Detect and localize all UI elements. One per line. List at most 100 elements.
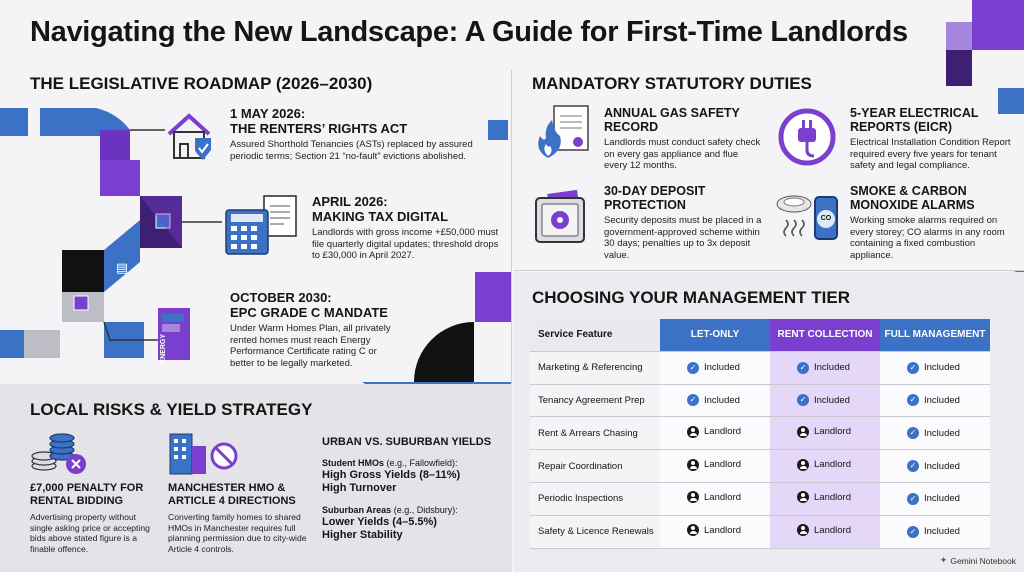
tier-cell-content: Landlord — [797, 491, 851, 504]
tier-cell-label: Included — [924, 427, 960, 439]
tier-cell-content: ✓ Included — [907, 460, 960, 473]
tier-cell-label: Included — [704, 362, 740, 374]
risk-title: MANCHESTER HMO & ARTICLE 4 DIRECTIONS — [168, 482, 296, 507]
house-shield-icon — [167, 113, 211, 160]
risk-hmo: MANCHESTER HMO & ARTICLE 4 DIRECTIONS Co… — [168, 482, 308, 554]
tier-cell-content: ✓ Included — [797, 361, 850, 374]
co-alarm-icon: CO — [814, 196, 838, 240]
check-circle-icon: ✓ — [797, 361, 809, 374]
tier-cell-label: Included — [704, 394, 740, 406]
tier-cell: ✓ Included — [880, 482, 990, 516]
check-circle-icon: ✓ — [907, 427, 919, 440]
check-circle-icon: ✓ — [797, 394, 809, 407]
calculator-document-icon — [225, 195, 297, 255]
service-feature-cell: Periodic Inspections — [530, 482, 660, 516]
duty-description: Landlords must conduct safety check on e… — [604, 137, 761, 171]
event-title: MAKING TAX DIGITAL — [312, 209, 449, 224]
person-icon — [797, 425, 809, 438]
tax-form-icon: ▤ — [115, 261, 129, 276]
tier-cell-label: Landlord — [814, 459, 851, 471]
event-description: Landlords with gross income +£50,000 mus… — [312, 227, 499, 261]
risks-heading: LOCAL RISKS & YIELD STRATEGY — [30, 400, 313, 419]
table-row: Tenancy Agreement Prep ✓ Included ✓ Included… — [530, 384, 990, 418]
suburban-yield: Lower Yields (4–5.5%) — [322, 516, 437, 528]
check-circle-icon: ✓ — [907, 525, 919, 538]
duties-heading: MANDATORY STATUTORY DUTIES — [532, 74, 812, 93]
tier-cell-label: Landlord — [704, 459, 741, 471]
person-icon — [797, 458, 809, 471]
management-tier-table: Service Feature LET-ONLY RENT COLLECTION… — [530, 319, 990, 549]
tier-cell-label: Included — [924, 362, 960, 374]
column-header-rent-collection: RENT COLLECTION — [770, 319, 880, 352]
duty-description: Electrical Installation Condition Report… — [850, 137, 1011, 171]
tier-cell: ✓ Included — [880, 417, 990, 451]
event-description: Under Warm Homes Plan, all privately ren… — [230, 323, 391, 369]
tier-cell-label: Included — [924, 460, 960, 472]
duty-title: ANNUAL GAS SAFETY RECORD — [604, 106, 740, 134]
check-circle-icon: ✓ — [687, 361, 699, 374]
row-divider — [514, 270, 1024, 271]
event-description: Assured Shorthold Tenancies (ASTs) repla… — [230, 139, 473, 162]
plug-icon — [778, 108, 836, 166]
tiers-heading: CHOOSING YOUR MANAGEMENT TIER — [532, 288, 850, 307]
co-label: CO — [817, 210, 835, 228]
duty-electrical: 5-YEAR ELECTRICAL REPORTS (EICR) Electri… — [850, 106, 1022, 172]
duty-description: Working smoke alarms required on every s… — [850, 215, 1005, 261]
check-circle-icon: ✓ — [687, 394, 699, 407]
tier-cell-content: Landlord — [687, 458, 741, 471]
check-circle-icon: ✓ — [907, 361, 919, 374]
roadmap-event-renters-rights: 1 MAY 2026: THE RENTERS’ RIGHTS ACT Assu… — [230, 106, 480, 162]
person-icon — [797, 491, 809, 504]
tier-cell-label: Included — [924, 526, 960, 538]
column-header-let-only: LET-ONLY — [660, 319, 770, 352]
check-circle-icon: ✓ — [907, 492, 919, 505]
duty-title: SMOKE & CARBON MONOXIDE ALARMS — [850, 184, 975, 212]
tier-cell-content: Landlord — [687, 425, 741, 438]
tier-cell-label: Included — [924, 394, 960, 406]
tier-cell: Landlord — [660, 417, 770, 451]
tier-cell: ✓ Included — [770, 351, 880, 385]
smoke-alarm-icon — [776, 195, 812, 237]
tier-cell-content: Landlord — [687, 524, 741, 537]
table-row: Marketing & Referencing ✓ Included ✓ Include… — [530, 351, 990, 385]
risk-description: Advertising property without single aski… — [30, 512, 150, 554]
risk-description: Converting family homes to shared HMOs i… — [168, 512, 307, 554]
tier-cell-label: Landlord — [704, 491, 741, 503]
duty-deposit: 30-DAY DEPOSIT PROTECTION Security depos… — [604, 184, 764, 261]
roadmap-event-tax-digital: APRIL 2026: MAKING TAX DIGITAL Landlords… — [312, 194, 502, 262]
tier-cell: Landlord — [770, 482, 880, 516]
watermark: ✦ Gemini Notebook — [940, 555, 1016, 566]
duty-alarms: SMOKE & CARBON MONOXIDE ALARMS Working s… — [850, 184, 1010, 261]
tier-cell: Landlord — [770, 450, 880, 483]
suburban-label: Suburban Areas — [322, 505, 392, 515]
tier-cell-content: Landlord — [797, 425, 851, 438]
event-date: APRIL 2026: — [312, 194, 388, 209]
service-feature-cell: Rent & Arrears Chasing — [530, 417, 660, 451]
watermark-text: Gemini Notebook — [950, 555, 1016, 566]
person-icon — [687, 524, 699, 537]
tier-cell: ✓ Included — [770, 384, 880, 418]
risk-penalty: £7,000 PENALTY FOR RENTAL BIDDING Advert… — [30, 482, 158, 554]
tier-cell-label: Landlord — [704, 426, 741, 438]
tier-cell-content: ✓ Included — [907, 492, 960, 505]
tier-cell: ✓ Included — [880, 515, 990, 549]
check-circle-icon: ✓ — [907, 460, 919, 473]
tier-cell: Landlord — [660, 515, 770, 549]
risk-title: £7,000 PENALTY FOR RENTAL BIDDING — [30, 482, 144, 507]
table-row: Safety & Licence Renewals Landlord Landlor… — [530, 515, 990, 549]
student-example: (e.g., Fallowfield): — [386, 458, 458, 468]
suburban-example: (e.g., Didsbury): — [393, 505, 458, 515]
duty-title: 30-DAY DEPOSIT PROTECTION — [604, 184, 706, 212]
roadmap-heading: THE LEGISLATIVE ROADMAP (2026–2030) — [30, 74, 373, 93]
risks-panel — [0, 384, 512, 572]
table-row: Rent & Arrears Chasing Landlord Landlord ✓ I… — [530, 417, 990, 451]
tier-cell: Landlord — [770, 417, 880, 451]
tier-cell-label: Included — [814, 362, 850, 374]
roadmap-event-epc: OCTOBER 2030: EPC GRADE C MANDATE Under … — [230, 290, 400, 369]
tier-cell: Landlord — [770, 515, 880, 549]
service-feature-cell: Tenancy Agreement Prep — [530, 384, 660, 418]
tier-cell: ✓ Included — [880, 384, 990, 418]
table-row: Periodic Inspections Landlord Landlord ✓ Inc… — [530, 482, 990, 516]
tier-cell-content: ✓ Included — [907, 525, 960, 538]
tier-cell: ✓ Included — [660, 351, 770, 385]
